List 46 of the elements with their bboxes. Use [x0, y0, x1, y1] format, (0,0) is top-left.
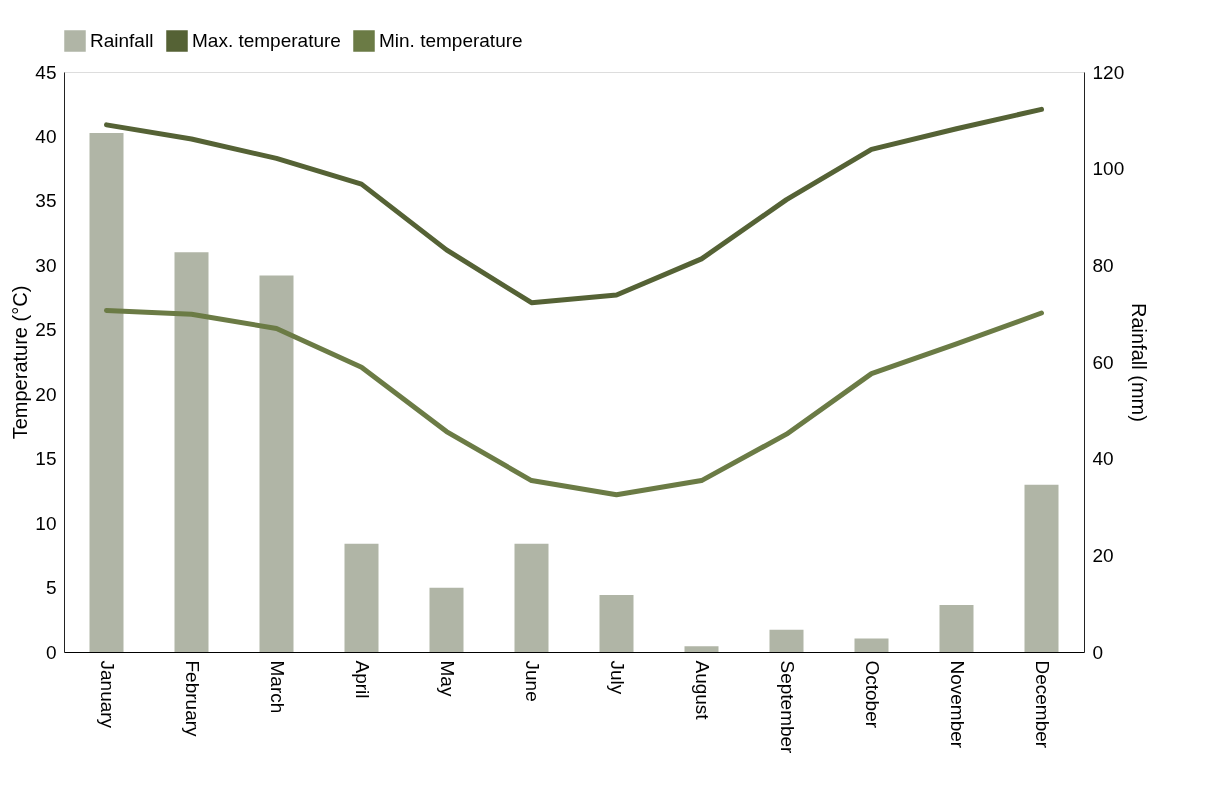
bar [514, 543, 549, 652]
y-axis-title: Temperature (°C) [9, 285, 32, 440]
bar [684, 646, 719, 652]
y2-axis-title: Rainfall (mm) [1128, 303, 1151, 422]
bar [89, 132, 124, 652]
x-tick-label: October [861, 660, 883, 729]
x-tick-label: August [691, 660, 713, 721]
y-tick-label: 35 [35, 190, 57, 212]
legend-label: Min. temperature [379, 30, 523, 51]
bar [939, 605, 974, 652]
bar [259, 275, 294, 652]
x-tick-label: July [606, 660, 628, 695]
y2-tick-label: 120 [1092, 61, 1125, 83]
y-tick-label: 45 [35, 61, 57, 83]
y-tick-label: 0 [45, 641, 57, 663]
x-tick-label: March [266, 660, 288, 714]
bar [769, 629, 804, 652]
y-tick-label: 40 [35, 125, 57, 147]
x-tick-label: April [351, 660, 373, 699]
bar [1024, 484, 1059, 652]
bar [854, 638, 889, 652]
x-tick-label: November [946, 660, 968, 749]
y-tick-label: 25 [35, 319, 57, 341]
x-tick-label: May [436, 660, 458, 697]
y-tick-label: 30 [35, 254, 57, 276]
y2-tick-label: 60 [1092, 351, 1114, 373]
x-tick-label: January [96, 660, 118, 729]
y-tick-label: 5 [45, 577, 57, 599]
y2-tick-label: 80 [1092, 254, 1114, 276]
y-tick-label: 10 [35, 512, 57, 534]
y-tick-label: 20 [35, 383, 57, 405]
bar [174, 252, 209, 652]
x-tick-label: December [1031, 660, 1053, 749]
y2-tick-label: 40 [1092, 448, 1114, 470]
bar [429, 587, 464, 652]
legend-label: Max. temperature [192, 30, 341, 51]
y-tick-label: 15 [35, 448, 57, 470]
x-tick-label: September [776, 660, 798, 755]
y2-tick-label: 0 [1092, 641, 1104, 663]
y2-tick-label: 20 [1092, 544, 1114, 566]
bar [344, 543, 379, 652]
bar [599, 594, 634, 652]
y2-tick-label: 100 [1092, 158, 1125, 180]
legend-label: Rainfall [90, 30, 154, 51]
x-tick-label: February [181, 660, 203, 738]
x-tick-label: June [521, 660, 543, 702]
